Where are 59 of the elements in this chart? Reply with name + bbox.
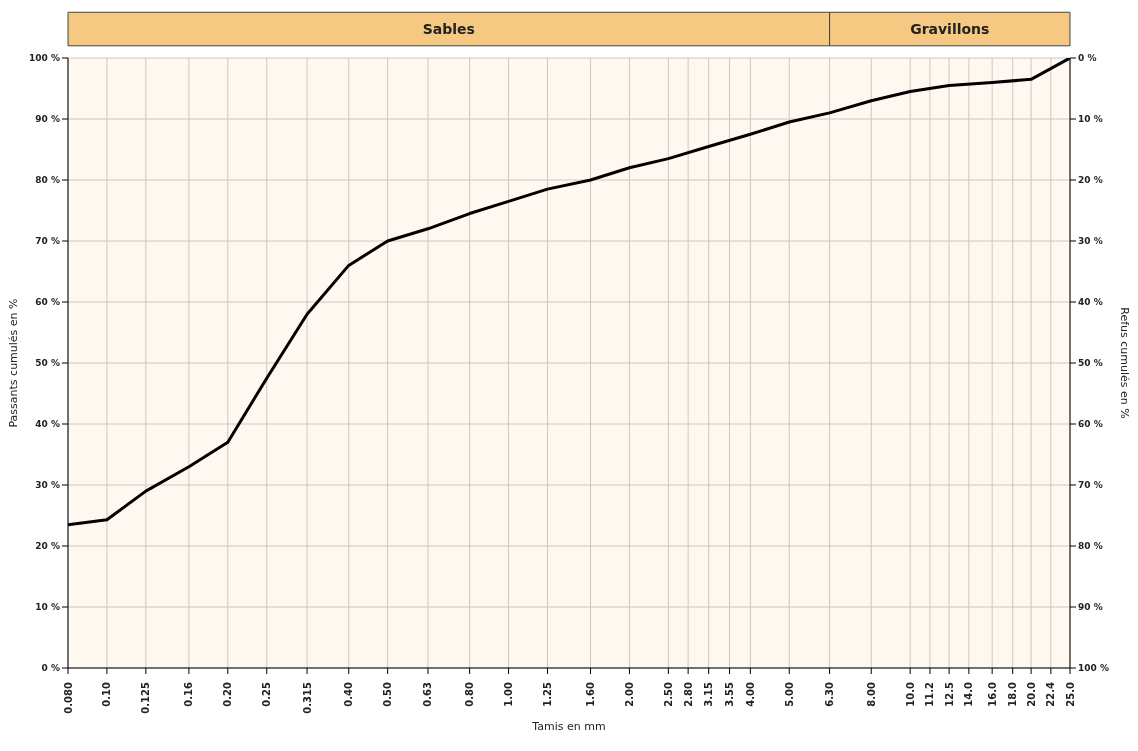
x-tick-label: 3.15 xyxy=(703,681,715,707)
x-tick-label: 16.0 xyxy=(986,681,998,707)
x-axis-title: Tamis en mm xyxy=(531,720,606,733)
x-tick-label: 0.315 xyxy=(301,681,313,714)
x-tick-label: 0.080 xyxy=(62,681,74,714)
y2-tick-label: 20 % xyxy=(1078,175,1103,186)
x-tick-label: 0.20 xyxy=(222,681,234,707)
x-tick-label: 14.0 xyxy=(963,681,975,707)
y2-axis-title: Refus cumulés en % xyxy=(1118,307,1132,419)
y-tick-label: 80 % xyxy=(35,175,60,186)
x-tick-label: 2.50 xyxy=(662,681,674,707)
y-tick-label: 90 % xyxy=(35,114,60,125)
y2-tick-label: 100 % xyxy=(1078,663,1109,674)
x-tick-label: 4.00 xyxy=(744,681,756,707)
x-tick-label: 0.10 xyxy=(101,681,113,707)
x-tick-label: 0.25 xyxy=(261,681,273,707)
band-label: Sables xyxy=(422,20,475,37)
y2-tick-label: 0 % xyxy=(1078,53,1097,64)
x-tick-label: 22.4 xyxy=(1045,681,1057,707)
x-tick-label: 1.60 xyxy=(585,681,597,707)
band-label: Gravillons xyxy=(910,20,990,37)
x-tick-label: 20.0 xyxy=(1025,681,1037,707)
y-tick-label: 10 % xyxy=(35,602,60,613)
y2-tick-label: 80 % xyxy=(1078,541,1103,552)
x-tick-label: 10.0 xyxy=(904,681,916,707)
y2-tick-label: 40 % xyxy=(1078,297,1103,308)
x-tick-label: 12.5 xyxy=(943,681,955,707)
x-tick-label: 1.25 xyxy=(541,681,553,707)
y-tick-label: 40 % xyxy=(35,419,60,430)
x-tick-label: 6.30 xyxy=(824,681,836,707)
y2-tick-label: 30 % xyxy=(1078,236,1103,247)
y2-tick-label: 60 % xyxy=(1078,419,1103,430)
x-tick-label: 0.50 xyxy=(382,681,394,707)
x-tick-label: 3.55 xyxy=(724,681,736,707)
x-tick-label: 0.80 xyxy=(464,681,476,707)
y-tick-label: 100 % xyxy=(29,53,60,64)
x-tick-label: 2.80 xyxy=(682,681,694,707)
x-tick-label: 0.16 xyxy=(183,681,195,707)
y-tick-label: 70 % xyxy=(35,236,60,247)
y-tick-label: 20 % xyxy=(35,541,60,552)
y-axis-title: Passants cumulés en % xyxy=(6,298,20,428)
x-tick-label: 8.00 xyxy=(865,681,877,707)
x-tick-label: 25.0 xyxy=(1064,681,1076,707)
y2-tick-label: 10 % xyxy=(1078,114,1103,125)
y-tick-label: 50 % xyxy=(35,358,60,369)
x-tick-label: 0.40 xyxy=(343,681,355,707)
x-tick-label: 5.00 xyxy=(783,681,795,707)
y-tick-label: 0 % xyxy=(41,663,60,674)
y-tick-label: 60 % xyxy=(35,297,60,308)
y2-tick-label: 70 % xyxy=(1078,480,1103,491)
x-tick-label: 2.00 xyxy=(623,681,635,707)
x-tick-label: 1.00 xyxy=(503,681,515,707)
x-tick-label: 0.63 xyxy=(422,681,434,707)
x-tick-label: 0.125 xyxy=(140,681,152,714)
y2-tick-label: 50 % xyxy=(1078,358,1103,369)
y2-tick-label: 90 % xyxy=(1078,602,1103,613)
y-tick-label: 30 % xyxy=(35,480,60,491)
x-tick-label: 11.2 xyxy=(924,681,936,707)
x-tick-label: 18.0 xyxy=(1007,681,1019,707)
